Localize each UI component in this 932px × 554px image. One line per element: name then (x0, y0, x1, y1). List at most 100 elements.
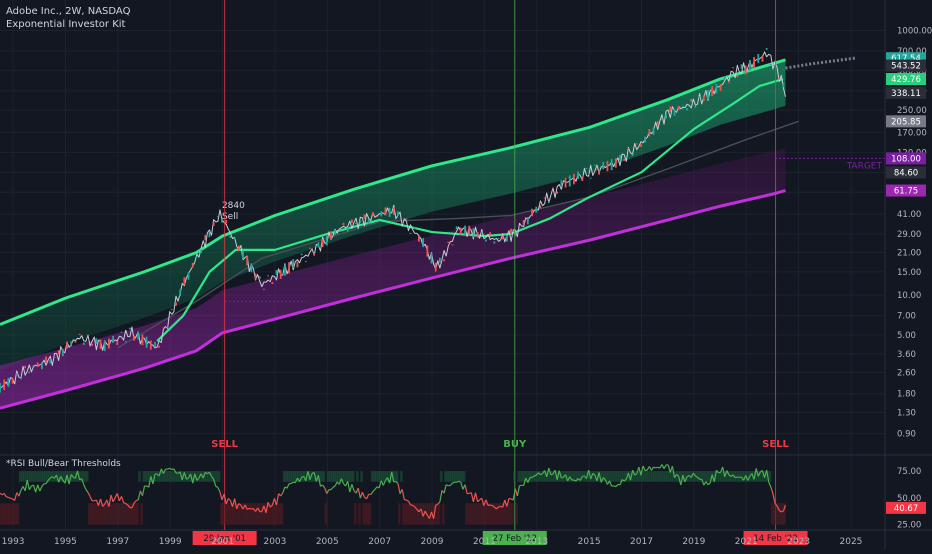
price-tag-7: 61.75 (894, 187, 918, 197)
rsi-segment (124, 503, 126, 504)
price-candle (171, 309, 173, 310)
price-candle (20, 377, 22, 379)
price-candle (24, 366, 26, 368)
rsi-title: *RSI Bull/Bear Thresholds (6, 459, 121, 469)
x-tick-1995: 1995 (54, 537, 77, 547)
rsi-segment (168, 468, 170, 469)
price-candle (456, 226, 458, 229)
rsi-tick-75.00: 75.00 (897, 467, 921, 477)
price-candle (146, 337, 148, 348)
price-candle (255, 273, 257, 279)
price-candle (682, 106, 684, 107)
rsi-zone (325, 503, 328, 524)
x-tick-2005: 2005 (316, 537, 339, 547)
price-candle (644, 137, 646, 143)
y-tick-29.00: 29.00 (897, 230, 921, 240)
price-candle (104, 340, 106, 351)
price-candle (292, 259, 294, 268)
price-candle (611, 159, 613, 170)
price-candle (242, 251, 244, 260)
rsi-zone (396, 471, 399, 482)
price-candle (762, 56, 764, 62)
price-candle (535, 207, 537, 213)
rsi-zone (369, 503, 372, 524)
rsi-segment (656, 467, 658, 468)
rsi-segment (735, 477, 737, 478)
price-candle (581, 177, 583, 181)
y-tick-2.60: 2.60 (897, 369, 916, 379)
price-candle (108, 339, 110, 349)
price-candle (590, 178, 592, 179)
price-candle (284, 265, 286, 276)
price-candle (753, 57, 755, 68)
x-tick-2017: 2017 (630, 537, 653, 547)
x-tick-2025: 2025 (840, 537, 863, 547)
rsi-zone (218, 471, 221, 482)
price-candle (711, 86, 713, 96)
rsi-segment (561, 477, 563, 478)
price-candle (569, 175, 571, 186)
price-candle (657, 121, 659, 125)
price-candle (309, 248, 311, 249)
price-tag-6: 84.60 (894, 168, 918, 178)
price-candle (116, 341, 118, 345)
price-candle (460, 228, 462, 235)
price-candle (217, 216, 219, 217)
rsi-tick-25.00: 25.00 (897, 521, 921, 531)
rsi-zone (513, 471, 516, 482)
price-candle (527, 217, 529, 224)
rsi-zone (354, 503, 357, 524)
price-candle (79, 334, 81, 335)
price-candle (338, 231, 340, 232)
rsi-zone (398, 503, 401, 524)
price-candle (347, 227, 349, 232)
rsi-zone (136, 503, 139, 524)
y-tick-1.30: 1.30 (897, 408, 916, 418)
price-candle (519, 227, 521, 228)
price-candle (397, 211, 399, 215)
signal-label-0: SELL (211, 439, 238, 450)
price-candle (447, 242, 449, 243)
y-tick-170.00: 170.00 (897, 128, 927, 138)
price-candle (70, 341, 72, 346)
rsi-zone (358, 503, 361, 524)
x-tick-2013: 2013 (525, 537, 548, 547)
price-candle (594, 165, 596, 166)
price-candle (393, 207, 395, 214)
rsi-zone (281, 503, 284, 524)
price-candle (230, 236, 232, 238)
price-candle (33, 365, 35, 366)
price-candle (209, 232, 211, 238)
rsi-zone (17, 503, 20, 524)
price-candle (577, 172, 579, 179)
rsi-segment (509, 498, 511, 499)
price-candle (715, 84, 717, 93)
price-candle (66, 342, 68, 349)
rsi-zone (86, 471, 89, 482)
price-candle (95, 338, 97, 344)
price-candle (355, 223, 357, 224)
y-tick-0.90: 0.90 (897, 430, 916, 440)
y-tick-21.00: 21.00 (897, 249, 921, 259)
rsi-zone (140, 503, 143, 524)
y-tick-41.00: 41.00 (897, 210, 921, 220)
rsi-segment (10, 498, 12, 499)
price-candle (695, 106, 697, 108)
rsi-current-value: 40.67 (894, 504, 918, 514)
price-candle (502, 235, 504, 239)
price-candle (16, 373, 18, 374)
price-candle (41, 362, 43, 369)
price-candle (560, 180, 562, 186)
price-candle (297, 262, 299, 268)
rsi-segment (457, 481, 459, 482)
price-candle (565, 178, 567, 187)
price-candle (598, 170, 600, 174)
price-candle (418, 236, 420, 242)
y-tick-10.00: 10.00 (897, 291, 921, 301)
price-tag-4: 205.85 (891, 117, 921, 127)
price-candle (192, 263, 194, 267)
price-candle (628, 148, 630, 149)
price-candle (632, 154, 634, 156)
